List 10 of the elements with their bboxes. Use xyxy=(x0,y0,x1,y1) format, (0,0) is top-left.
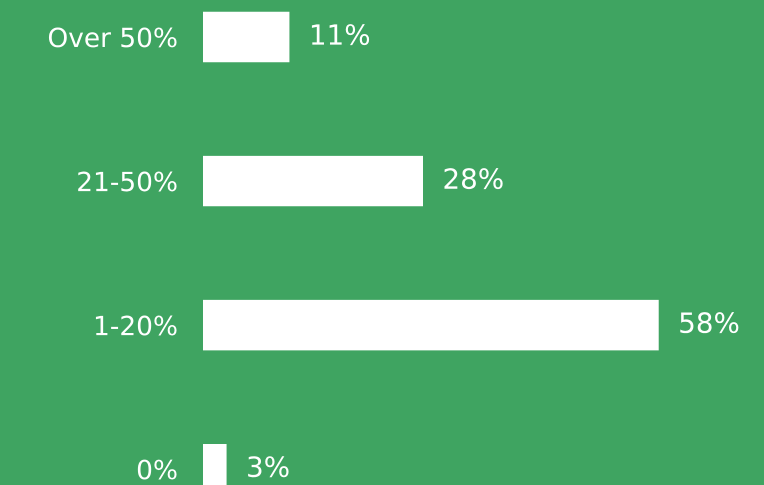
data-label: 28% xyxy=(444,168,503,190)
data-label: 58% xyxy=(680,312,738,334)
data-label: 11% xyxy=(312,24,370,46)
y-tick-label: Over 50% xyxy=(48,27,177,48)
y-tick-label: 0% xyxy=(138,460,177,480)
data-label: 3% xyxy=(248,456,289,478)
y-tick-label: 1-20% xyxy=(96,316,177,336)
bar xyxy=(203,156,423,206)
bar xyxy=(203,12,290,62)
y-tick-label: 21-50% xyxy=(78,172,177,192)
